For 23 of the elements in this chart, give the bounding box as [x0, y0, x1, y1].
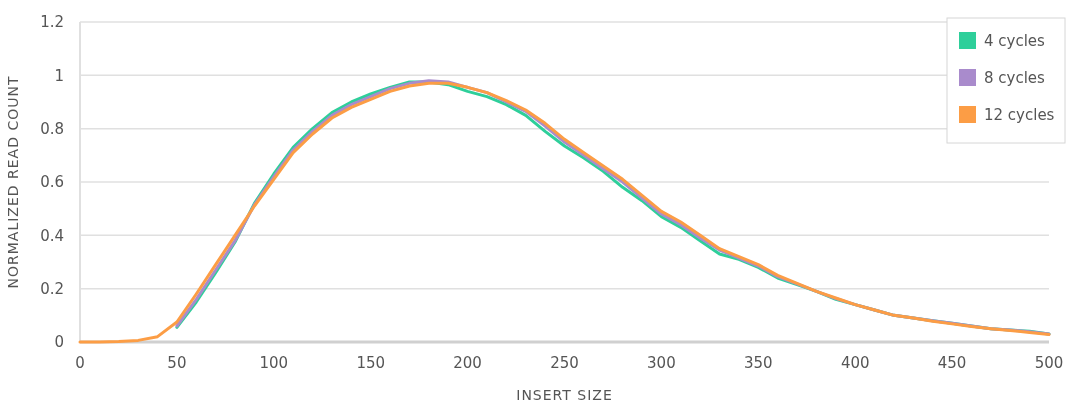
x-axis-title: INSERT SIZE [516, 387, 613, 402]
legend-label: 8 cycles [984, 69, 1046, 87]
y-tick-label: 0.2 [40, 279, 64, 298]
y-tick-label: 1.2 [40, 13, 64, 32]
x-tick-label: 100 [259, 354, 289, 372]
x-tick-label: 0 [75, 354, 85, 372]
y-tick-label: 0.6 [40, 173, 64, 192]
x-tick-label: 300 [647, 354, 676, 372]
x-tick-label: 50 [167, 354, 187, 372]
x-tick-label: 150 [356, 354, 386, 372]
x-tick-label: 250 [550, 354, 579, 372]
x-tick-label: 450 [937, 354, 967, 372]
y-tick-label: 1 [54, 66, 64, 85]
x-tick-label: 200 [453, 354, 482, 372]
legend-label: 4 cycles [984, 32, 1046, 50]
legend-label: 12 cycles [984, 106, 1055, 124]
x-tick-label: 400 [840, 354, 870, 372]
x-tick-label: 500 [1034, 354, 1064, 372]
y-tick-label: 0.8 [40, 119, 64, 138]
y-tick-label: 0 [54, 333, 64, 352]
y-axis-title: NORMALIZED READ COUNT [5, 75, 21, 289]
x-tick-label: 350 [743, 354, 773, 372]
y-tick-label: 0.4 [40, 226, 64, 245]
